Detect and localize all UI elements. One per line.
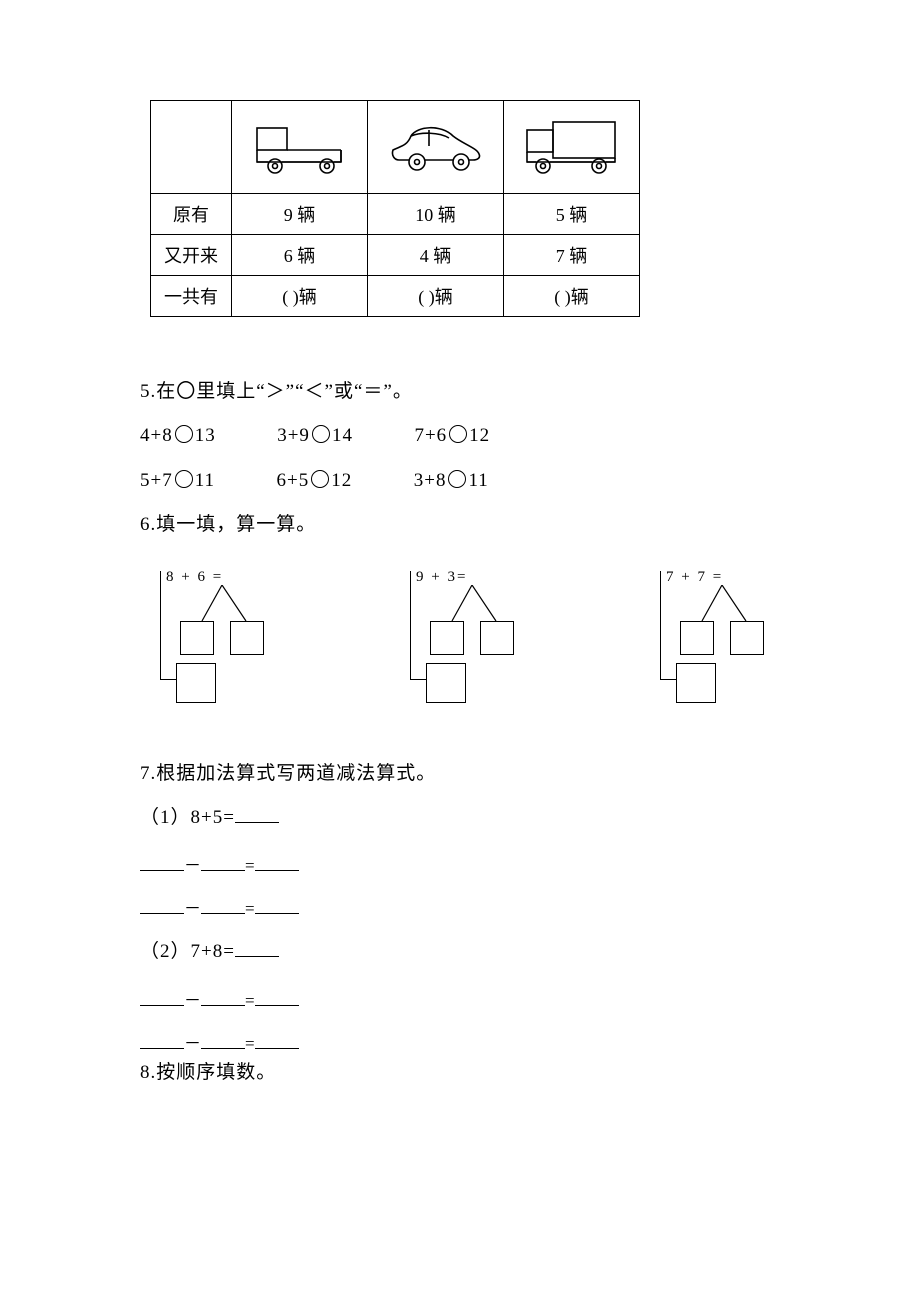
decomposition-row: 8 + 6 = 9 + 3= bbox=[150, 569, 780, 719]
cell-more-1: 4 辆 bbox=[368, 235, 504, 276]
answer-box bbox=[430, 621, 464, 655]
q7-subline: －= bbox=[140, 986, 780, 1011]
split-vee-icon bbox=[692, 585, 762, 625]
q5-item: 5+7 bbox=[140, 470, 173, 491]
fill-blank bbox=[201, 1030, 245, 1049]
decomposition-diagram: 9 + 3= bbox=[400, 569, 530, 719]
table-row: 又开来 6 辆 4 辆 7 辆 bbox=[151, 235, 640, 276]
q5-row-2: 5+7 11 6+5 12 3+8 11 bbox=[140, 466, 780, 496]
diagram-line bbox=[160, 571, 161, 679]
fill-blank bbox=[201, 987, 245, 1006]
q7-part-label: （2）7+8= bbox=[140, 941, 235, 962]
answer-box bbox=[480, 621, 514, 655]
q5-item: 11 bbox=[195, 470, 215, 491]
q5-item: 11 bbox=[468, 470, 488, 491]
fill-blank bbox=[235, 804, 279, 823]
q7-subline: －= bbox=[140, 851, 780, 876]
q8-prompt: 8.按顺序填数。 bbox=[140, 1058, 780, 1088]
diagram-line bbox=[660, 571, 661, 679]
circle-blank-icon bbox=[175, 470, 193, 488]
q5-row-1: 4+8 13 3+9 14 7+6 12 bbox=[140, 421, 780, 451]
table-header-empty bbox=[151, 101, 232, 194]
flatbed-truck-icon bbox=[245, 112, 355, 182]
fill-blank bbox=[235, 938, 279, 957]
fill-blank bbox=[140, 852, 184, 871]
q7-part-label: （1）8+5= bbox=[140, 807, 235, 828]
circle-blank-icon bbox=[311, 470, 329, 488]
q5-item: 4+8 bbox=[140, 425, 173, 446]
split-vee-icon bbox=[192, 585, 262, 625]
answer-box bbox=[676, 663, 716, 703]
fill-blank bbox=[140, 895, 184, 914]
split-vee-icon bbox=[442, 585, 512, 625]
worksheet-page: 原有 9 辆 10 辆 5 辆 又开来 6 辆 4 辆 7 辆 一共有 ( )辆… bbox=[0, 0, 920, 1302]
circle-blank-icon bbox=[448, 470, 466, 488]
fill-blank bbox=[140, 987, 184, 1006]
q5-item: 6+5 bbox=[277, 470, 310, 491]
circle-blank-icon bbox=[175, 425, 193, 443]
q5-item: 7+6 bbox=[414, 425, 447, 446]
answer-box bbox=[426, 663, 466, 703]
car-icon bbox=[381, 112, 491, 182]
fill-blank bbox=[255, 895, 299, 914]
q7-subline: －= bbox=[140, 1029, 780, 1054]
q5-item: 12 bbox=[331, 470, 352, 491]
q7-prompt: 7.根据加法算式写两道减法算式。 bbox=[140, 759, 780, 789]
fill-blank bbox=[201, 852, 245, 871]
row-label-more: 又开来 bbox=[151, 235, 232, 276]
q5-item: 3+9 bbox=[277, 425, 310, 446]
row-label-original: 原有 bbox=[151, 194, 232, 235]
q7-part-1: （1）8+5= bbox=[140, 803, 780, 833]
vehicle-cell-flatbed bbox=[232, 101, 368, 194]
fill-blank bbox=[255, 987, 299, 1006]
cell-total-2: ( )辆 bbox=[504, 276, 640, 317]
table-row: 原有 9 辆 10 辆 5 辆 bbox=[151, 194, 640, 235]
vehicle-table: 原有 9 辆 10 辆 5 辆 又开来 6 辆 4 辆 7 辆 一共有 ( )辆… bbox=[150, 100, 640, 317]
answer-box bbox=[176, 663, 216, 703]
fill-blank bbox=[201, 895, 245, 914]
decomposition-diagram: 7 + 7 = bbox=[650, 569, 780, 719]
fill-blank bbox=[140, 1030, 184, 1049]
q5-prompt: 5.在〇里填上“＞”“＜”或“＝”。 bbox=[140, 377, 780, 407]
diagram-line bbox=[410, 571, 411, 679]
answer-box bbox=[230, 621, 264, 655]
answer-box bbox=[730, 621, 764, 655]
cell-more-0: 6 辆 bbox=[232, 235, 368, 276]
q5-item: 14 bbox=[332, 425, 353, 446]
q6-prompt: 6.填一填，算一算。 bbox=[140, 510, 780, 540]
decomp-expression: 9 + 3= bbox=[416, 569, 467, 586]
decomposition-diagram: 8 + 6 = bbox=[150, 569, 280, 719]
vehicle-cell-boxtruck bbox=[504, 101, 640, 194]
cell-total-0: ( )辆 bbox=[232, 276, 368, 317]
row-label-total: 一共有 bbox=[151, 276, 232, 317]
q7-subline: －= bbox=[140, 894, 780, 919]
decomp-expression: 8 + 6 = bbox=[166, 569, 223, 586]
fill-blank bbox=[255, 852, 299, 871]
vehicle-cell-car bbox=[368, 101, 504, 194]
box-truck-icon bbox=[517, 112, 627, 182]
answer-box bbox=[680, 621, 714, 655]
cell-total-1: ( )辆 bbox=[368, 276, 504, 317]
circle-blank-icon bbox=[449, 425, 467, 443]
cell-more-2: 7 辆 bbox=[504, 235, 640, 276]
q5-item: 12 bbox=[469, 425, 490, 446]
q7-part-2: （2）7+8= bbox=[140, 937, 780, 967]
cell-original-2: 5 辆 bbox=[504, 194, 640, 235]
decomp-expression: 7 + 7 = bbox=[666, 569, 723, 586]
cell-original-0: 9 辆 bbox=[232, 194, 368, 235]
circle-blank-icon bbox=[312, 425, 330, 443]
q5-item: 3+8 bbox=[414, 470, 447, 491]
answer-box bbox=[180, 621, 214, 655]
table-row: 一共有 ( )辆 ( )辆 ( )辆 bbox=[151, 276, 640, 317]
fill-blank bbox=[255, 1030, 299, 1049]
cell-original-1: 10 辆 bbox=[368, 194, 504, 235]
q5-item: 13 bbox=[195, 425, 216, 446]
